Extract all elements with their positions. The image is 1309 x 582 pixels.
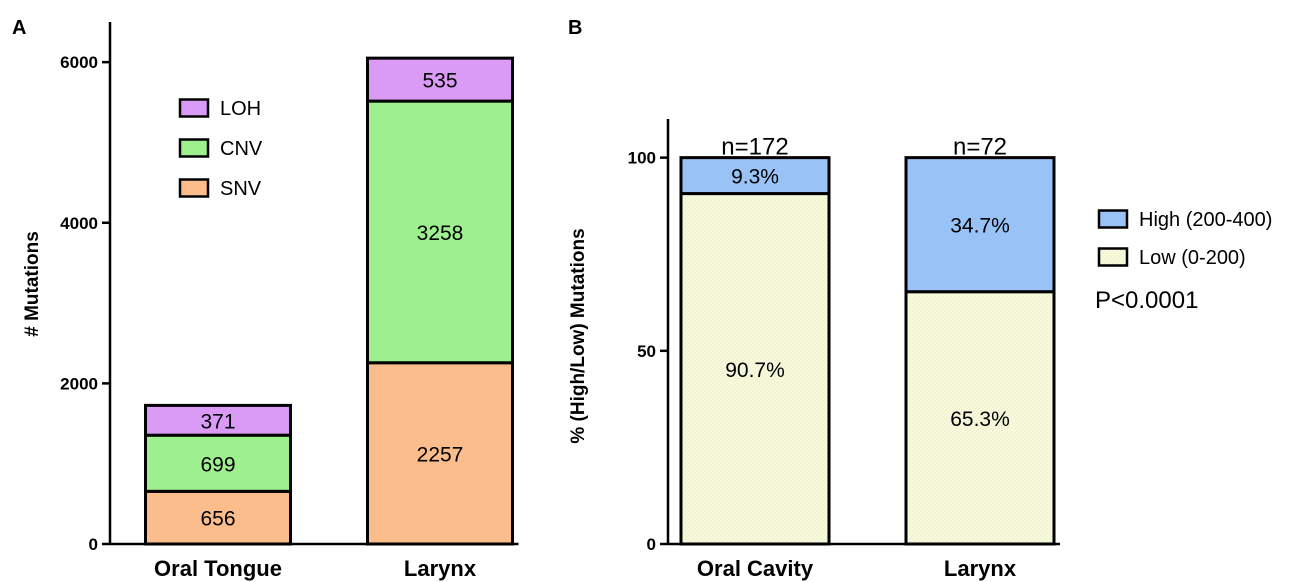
chart-a: 0 2000 4000 6000 # Mutations 656 699 371 Oral To…: [22, 22, 519, 581]
sample-size-label: n=72: [953, 134, 1007, 161]
panel-a-letter: A: [12, 17, 26, 39]
bar-segment-high-200-400: [679, 156, 831, 196]
bar-segment-snv: [144, 489, 292, 546]
data-label-low-0-200: 65.3%: [950, 408, 1010, 431]
bar-segment-low-0-200: [679, 192, 831, 546]
legend-label-high-200-400: High (200-400): [1139, 209, 1272, 231]
data-label-cnv: 3258: [417, 222, 464, 245]
legend-swatch-high-200-400: [1097, 209, 1129, 229]
legend-swatch-snv: [178, 178, 210, 198]
y-tick-label: 2000: [60, 374, 98, 393]
data-label-high-200-400: 9.3%: [731, 166, 779, 189]
y-axis-title: % (High/Low) Mutations: [568, 228, 589, 443]
x-tick-label: Larynx: [404, 556, 477, 581]
x-tick-label: Oral Cavity: [697, 556, 814, 581]
legend-label-low-0-200: Low (0-200): [1139, 247, 1246, 269]
legend-swatch-loh: [178, 98, 210, 118]
bar-segment-loh: [366, 56, 514, 103]
sample-size-label: n=172: [721, 134, 788, 161]
y-tick-label: 4000: [60, 214, 98, 233]
bar-segment-high-200-400: [904, 156, 1056, 294]
bar-segment-low-0-200: [904, 290, 1056, 546]
y-tick-label: 0: [89, 535, 98, 554]
x-tick-label: Oral Tongue: [154, 556, 282, 581]
panel-b-letter: B: [568, 17, 582, 39]
legend-label-loh: LOH: [220, 98, 261, 120]
data-label-high-200-400: 34.7%: [950, 215, 1010, 238]
y-tick-label: 6000: [60, 53, 98, 72]
p-value-label: P<0.0001: [1095, 287, 1198, 314]
legend-swatch-low-0-200: [1097, 247, 1129, 267]
legend-swatch-cnv: [178, 138, 210, 158]
data-label-low-0-200: 90.7%: [725, 359, 785, 382]
y-tick-label: 0: [647, 535, 656, 554]
y-tick-label: 50: [637, 342, 656, 361]
chart-b: 0 50 100 % (High/Low) Mutations 90.7% 9.3% n=1…: [568, 119, 1272, 581]
data-label-snv: 2257: [417, 443, 464, 466]
data-label-loh: 371: [200, 410, 235, 433]
y-axis-title: # Mutations: [22, 231, 43, 337]
data-label-loh: 535: [422, 70, 457, 93]
bar-segment-cnv: [144, 433, 292, 493]
x-tick-label: Larynx: [944, 556, 1017, 581]
legend-label-snv: SNV: [220, 178, 262, 200]
y-tick-label: 100: [628, 149, 656, 168]
data-label-cnv: 699: [200, 453, 235, 476]
bar-segment-loh: [144, 403, 292, 437]
data-label-snv: 656: [200, 508, 235, 531]
legend-label-cnv: CNV: [220, 138, 263, 160]
